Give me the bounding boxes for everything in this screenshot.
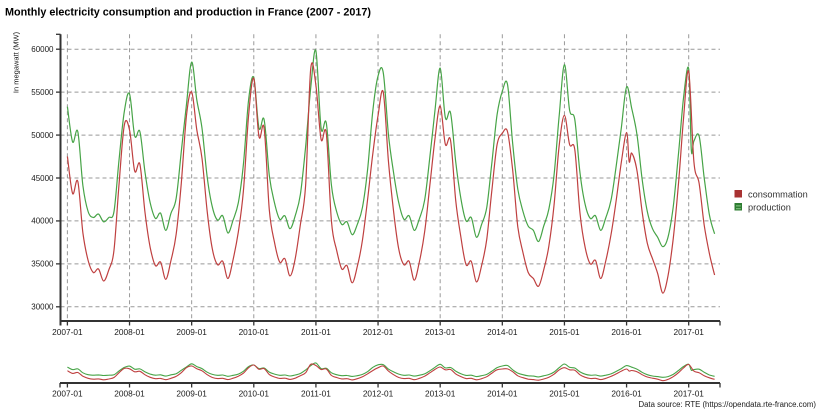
svg-text:50000: 50000	[31, 131, 54, 140]
svg-text:30000: 30000	[31, 303, 54, 312]
svg-text:45000: 45000	[31, 174, 54, 183]
svg-text:2007-01: 2007-01	[52, 327, 83, 337]
svg-text:40000: 40000	[31, 217, 54, 226]
svg-text:2008-01: 2008-01	[114, 389, 145, 399]
svg-text:Monthly electricity consumptio: Monthly electricity consumption and prod…	[5, 6, 371, 18]
svg-text:2010-01: 2010-01	[239, 327, 270, 337]
svg-text:2011-01: 2011-01	[301, 389, 331, 399]
svg-text:In megawatt (MW): In megawatt (MW)	[12, 31, 21, 93]
svg-text:production: production	[748, 203, 791, 213]
svg-text:2015-01: 2015-01	[549, 389, 580, 399]
svg-text:2016-01: 2016-01	[611, 389, 642, 399]
svg-text:2008-01: 2008-01	[114, 327, 145, 337]
svg-text:60000: 60000	[31, 45, 54, 54]
svg-text:2017-01: 2017-01	[673, 389, 704, 399]
svg-text:2010-01: 2010-01	[239, 389, 270, 399]
svg-text:2012-01: 2012-01	[363, 389, 394, 399]
svg-text:2013-01: 2013-01	[425, 327, 456, 337]
svg-text:2013-01: 2013-01	[425, 389, 456, 399]
svg-text:2017-01: 2017-01	[673, 327, 704, 337]
svg-text:consommation: consommation	[748, 190, 808, 200]
svg-text:2007-01: 2007-01	[52, 389, 83, 399]
svg-text:2011-01: 2011-01	[301, 327, 331, 337]
svg-text:55000: 55000	[31, 88, 54, 97]
svg-text:2009-01: 2009-01	[176, 389, 207, 399]
svg-text:2009-01: 2009-01	[176, 327, 207, 337]
svg-text:35000: 35000	[31, 260, 54, 269]
svg-text:2016-01: 2016-01	[611, 327, 642, 337]
svg-text:2015-01: 2015-01	[549, 327, 580, 337]
svg-text:2012-01: 2012-01	[363, 327, 394, 337]
svg-text:2014-01: 2014-01	[487, 389, 518, 399]
svg-text:2014-01: 2014-01	[487, 327, 518, 337]
svg-text:Data source: RTE (https://open: Data source: RTE (https://opendata.rte-f…	[638, 400, 816, 409]
